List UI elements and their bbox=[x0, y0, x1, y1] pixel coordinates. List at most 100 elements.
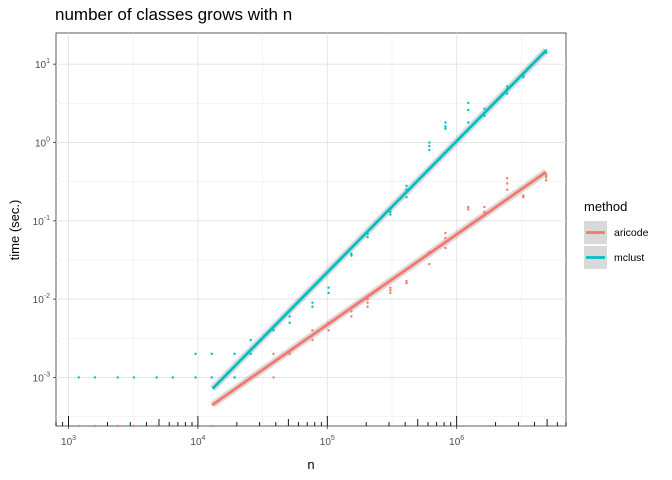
x-axis-ticks: 103 104 105 106 bbox=[61, 426, 464, 448]
x-tick-label: 106 bbox=[449, 435, 464, 448]
point-mclust bbox=[444, 121, 447, 124]
x-tick-label: 105 bbox=[320, 435, 335, 448]
point-mclust bbox=[249, 338, 252, 342]
point-aricode bbox=[211, 403, 214, 406]
fit-lines bbox=[210, 47, 549, 408]
point-aricode bbox=[272, 352, 275, 356]
point-mclust bbox=[233, 376, 236, 379]
fit-line-mclust bbox=[211, 49, 548, 390]
y-tick-label: 10-3 bbox=[33, 371, 50, 384]
point-aricode bbox=[483, 205, 486, 209]
point-mclust bbox=[366, 235, 369, 239]
point-aricode bbox=[288, 352, 291, 356]
point-aricode bbox=[444, 236, 447, 240]
point-mclust bbox=[544, 49, 548, 52]
point-mclust bbox=[522, 74, 525, 77]
point-aricode bbox=[428, 250, 431, 254]
point-aricode bbox=[505, 188, 509, 191]
point-aricode bbox=[366, 305, 369, 308]
point-mclust bbox=[366, 232, 369, 236]
point-mclust bbox=[405, 184, 408, 187]
point-aricode bbox=[389, 291, 392, 295]
point-aricode bbox=[311, 338, 314, 342]
point-mclust bbox=[389, 208, 392, 211]
point-aricode bbox=[327, 321, 330, 324]
y-tick-label: 100 bbox=[35, 136, 50, 149]
point-aricode bbox=[350, 315, 353, 318]
point-mclust bbox=[389, 210, 392, 214]
point-mclust bbox=[467, 121, 470, 124]
point-mclust bbox=[505, 92, 509, 95]
point-aricode bbox=[210, 424, 213, 428]
x-tick-label: 104 bbox=[190, 435, 205, 448]
point-aricode bbox=[249, 376, 252, 379]
point-mclust bbox=[210, 376, 213, 379]
x-rug bbox=[55, 416, 567, 426]
point-aricode bbox=[444, 231, 447, 235]
point-aricode bbox=[77, 424, 80, 428]
point-aricode bbox=[405, 281, 408, 285]
point-mclust bbox=[444, 125, 447, 128]
point-aricode bbox=[467, 205, 470, 209]
point-aricode bbox=[171, 424, 175, 428]
legend-label-aricode: aricode bbox=[614, 227, 649, 239]
point-aricode bbox=[272, 376, 275, 379]
point-mclust bbox=[288, 321, 291, 324]
point-mclust bbox=[132, 376, 136, 379]
grid-lines bbox=[56, 33, 566, 426]
point-mclust bbox=[467, 101, 470, 105]
chart-title: number of classes grows with n bbox=[55, 5, 292, 24]
point-mclust bbox=[444, 127, 447, 130]
point-aricode bbox=[93, 424, 97, 428]
point-aricode bbox=[405, 279, 408, 283]
point-aricode bbox=[483, 210, 486, 214]
fit-line-aricode bbox=[211, 170, 547, 406]
point-aricode bbox=[132, 424, 136, 428]
point-mclust bbox=[544, 51, 548, 54]
point-mclust bbox=[350, 254, 353, 257]
y-tick-label: 101 bbox=[35, 58, 50, 71]
data-points bbox=[77, 49, 548, 428]
y-tick-label: 10-1 bbox=[33, 215, 50, 228]
point-mclust bbox=[389, 213, 392, 216]
point-aricode bbox=[467, 208, 470, 211]
point-mclust bbox=[288, 315, 291, 318]
point-mclust bbox=[327, 291, 330, 295]
point-mclust bbox=[77, 376, 80, 379]
point-aricode bbox=[544, 179, 548, 182]
point-aricode bbox=[366, 301, 369, 304]
point-mclust bbox=[428, 144, 431, 148]
point-mclust bbox=[428, 148, 431, 152]
legend: method aricode mclust bbox=[584, 199, 649, 269]
y-tick-label: 10-2 bbox=[33, 293, 50, 306]
point-mclust bbox=[194, 376, 197, 379]
point-mclust bbox=[93, 376, 97, 379]
point-mclust bbox=[505, 87, 509, 91]
point-mclust bbox=[505, 85, 509, 88]
point-mclust bbox=[311, 305, 314, 308]
point-aricode bbox=[544, 176, 548, 179]
point-mclust bbox=[483, 107, 486, 110]
point-mclust bbox=[428, 141, 431, 144]
point-aricode bbox=[194, 424, 197, 428]
point-aricode bbox=[389, 289, 392, 292]
point-aricode bbox=[350, 310, 353, 313]
point-mclust bbox=[483, 111, 486, 114]
point-aricode bbox=[522, 196, 525, 199]
point-aricode bbox=[505, 182, 509, 185]
point-mclust bbox=[194, 352, 197, 356]
point-mclust bbox=[483, 114, 486, 117]
point-aricode bbox=[544, 174, 548, 177]
point-mclust bbox=[327, 286, 330, 289]
point-aricode bbox=[483, 213, 486, 216]
point-aricode bbox=[522, 194, 525, 197]
point-mclust bbox=[405, 196, 408, 199]
point-mclust bbox=[467, 108, 470, 112]
y-axis-ticks: 10-3 10-2 10-1 100 101 bbox=[33, 58, 56, 384]
legend-title: method bbox=[584, 199, 627, 214]
x-tick-label: 103 bbox=[61, 435, 76, 448]
point-mclust bbox=[155, 376, 158, 379]
point-aricode bbox=[389, 286, 392, 289]
point-aricode bbox=[428, 262, 431, 266]
